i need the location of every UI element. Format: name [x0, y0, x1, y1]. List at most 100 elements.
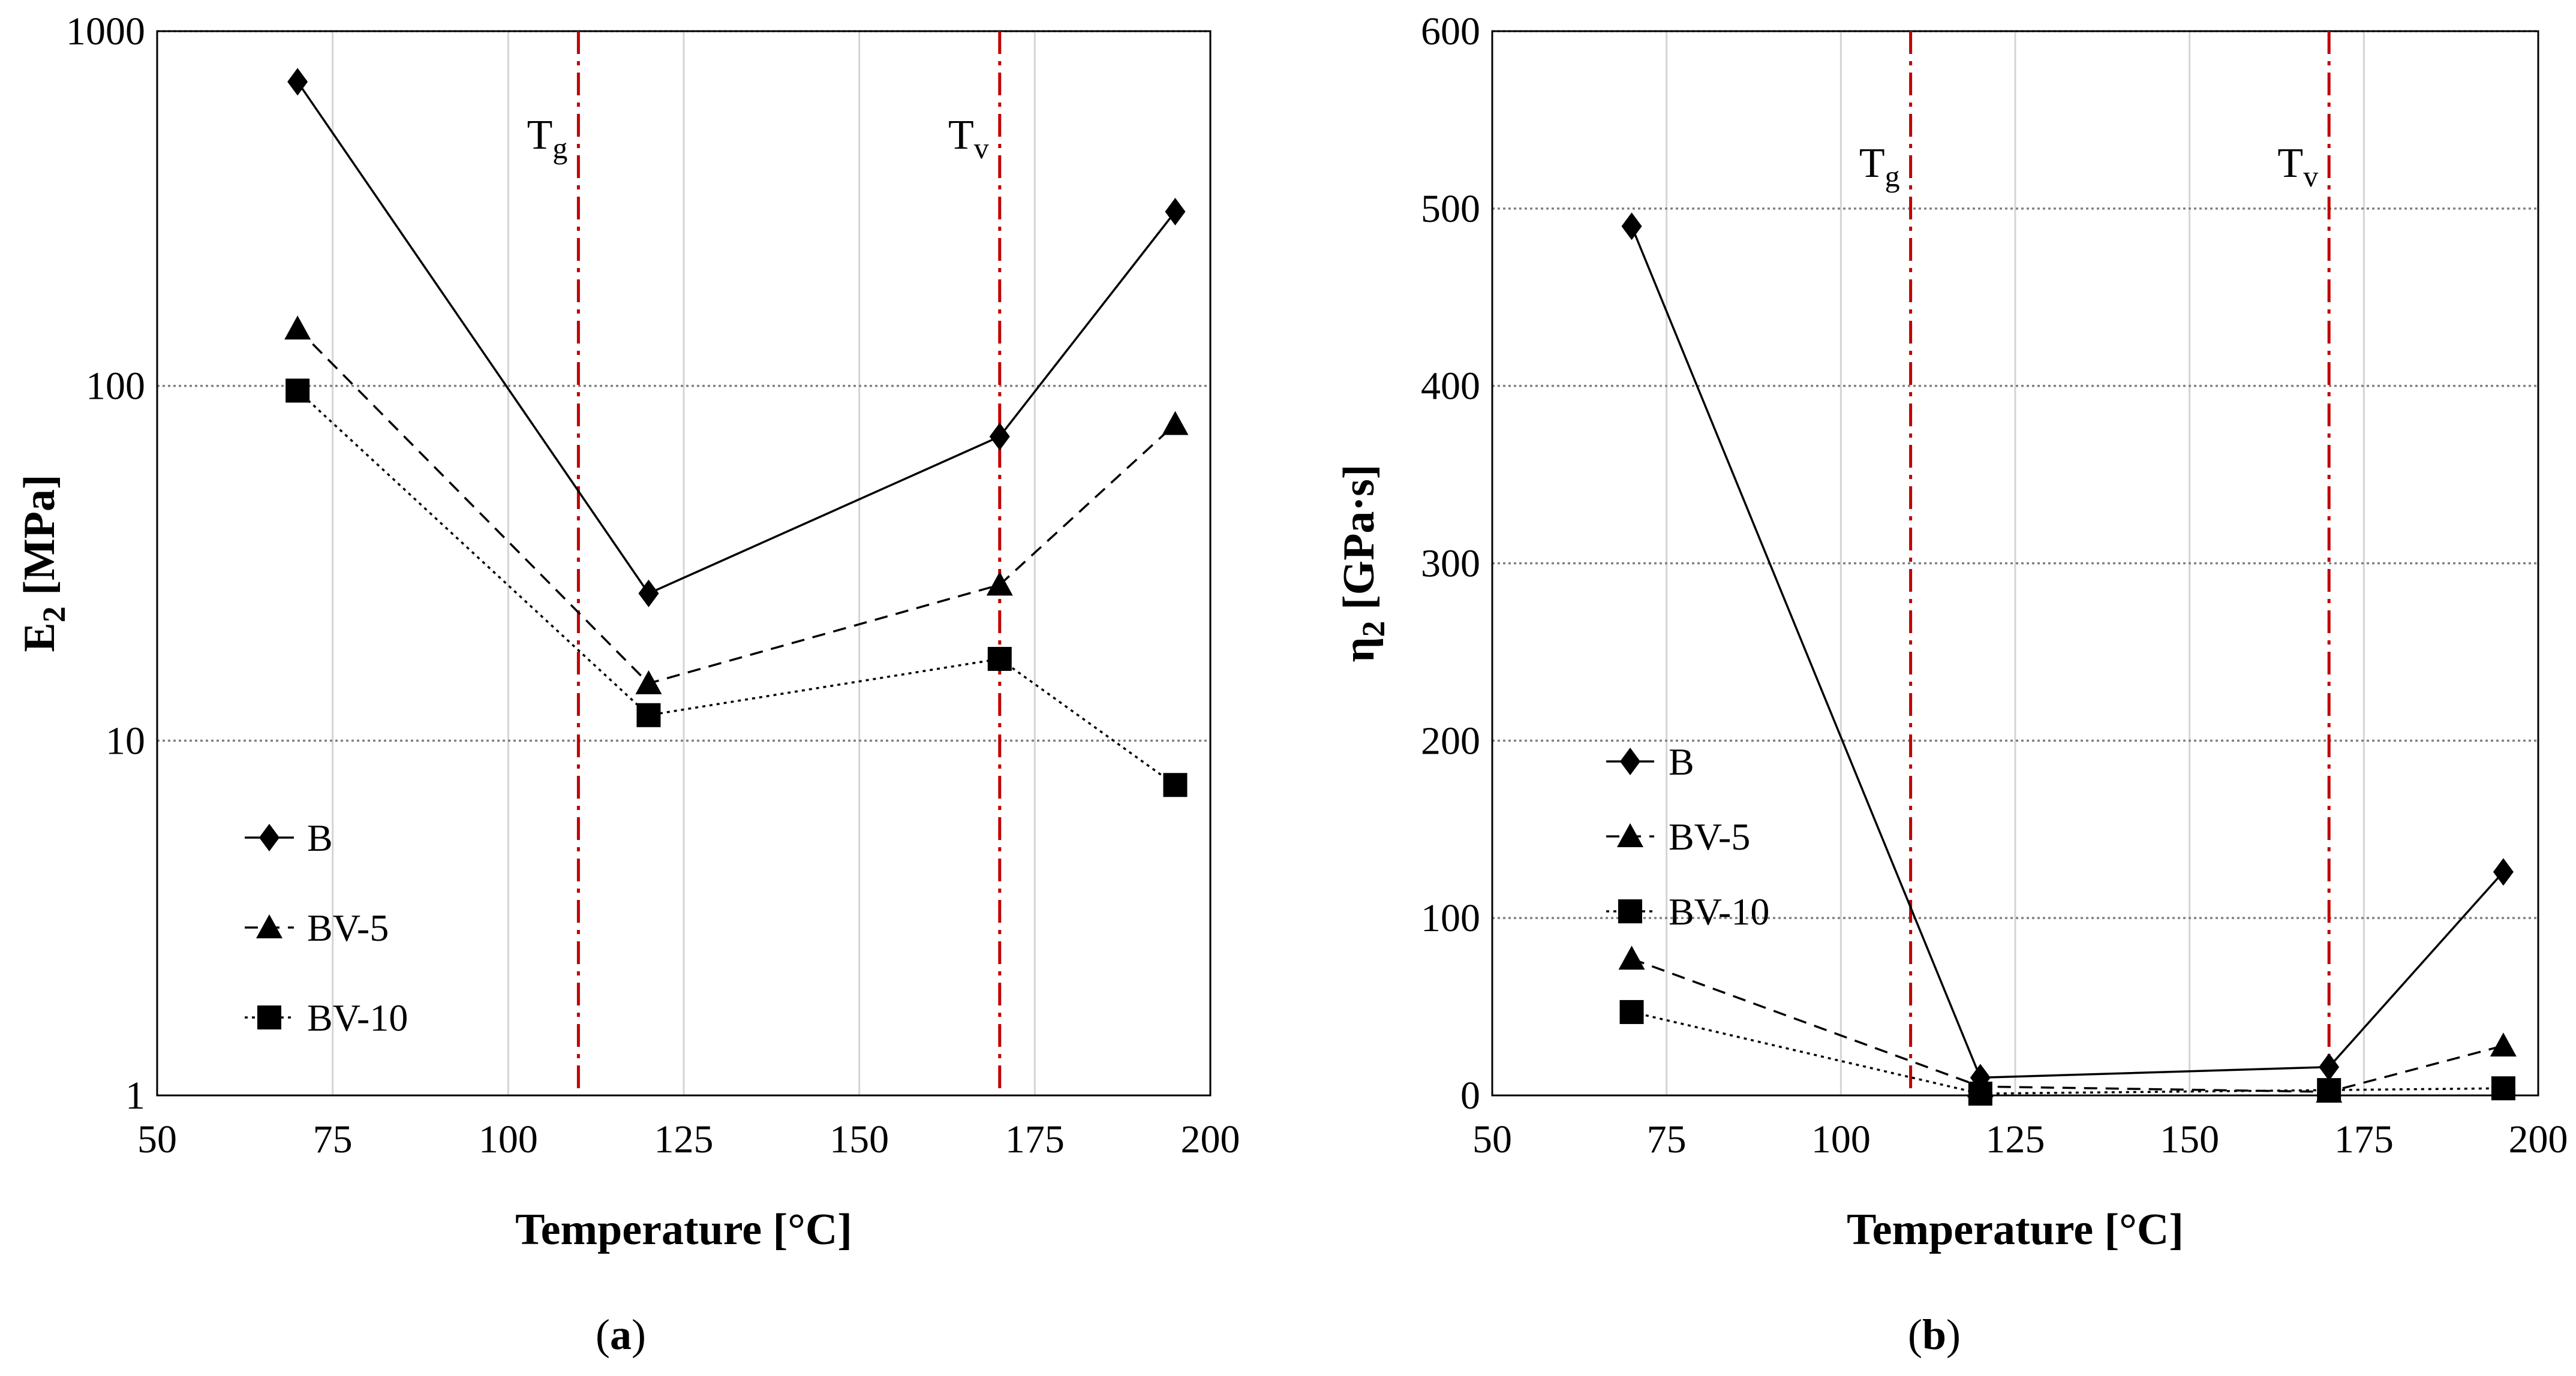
- reference-line-label: Tg: [1859, 140, 1900, 193]
- data-point: [2491, 1076, 2515, 1101]
- legend-label: BV-5: [307, 907, 389, 949]
- series-line: [296, 327, 1176, 685]
- reference-label-sub: v: [2303, 159, 2318, 193]
- data-point: [1619, 999, 1644, 1024]
- legend-marker: [257, 1005, 281, 1029]
- reference-line-label: Tg: [527, 112, 568, 165]
- data-point: [986, 571, 1013, 596]
- series-line: [1630, 225, 2505, 1079]
- plot-area-frame: [156, 30, 1212, 1097]
- y-axis-title-sub: 2: [1355, 621, 1391, 637]
- x-tick-label: 125: [654, 1118, 714, 1161]
- data-point: [1163, 773, 1188, 797]
- panel-label-close-paren: ): [632, 1311, 646, 1359]
- x-tick-label: 200: [2509, 1118, 2568, 1161]
- y-axis-title: E2 [MPa]: [15, 474, 72, 652]
- y-tick-label: 500: [1421, 187, 1480, 231]
- legend-marker: [1620, 748, 1640, 775]
- data-point: [1165, 197, 1186, 225]
- x-tick-label: 100: [1811, 1118, 1871, 1161]
- series-BV-10: [1619, 999, 2515, 1106]
- data-point: [1968, 1082, 1992, 1106]
- data-point: [987, 646, 1012, 671]
- y-tick-label: 200: [1421, 719, 1480, 763]
- y-tick-label: 400: [1421, 365, 1480, 408]
- data-point: [287, 68, 308, 96]
- x-tick-label: 175: [2334, 1118, 2394, 1161]
- reference-label-sub: g: [1885, 159, 1900, 193]
- y-axis-title-base: η: [1334, 637, 1384, 663]
- data-point: [638, 579, 659, 607]
- reference-label-base: T: [527, 112, 553, 158]
- data-point: [635, 670, 662, 694]
- y-axis-title-sub: 2: [36, 606, 72, 622]
- x-tick-label: 50: [137, 1118, 177, 1161]
- x-tick-label: 50: [1472, 1118, 1512, 1161]
- data-point: [989, 423, 1010, 451]
- reference-line-label: Tv: [948, 112, 989, 165]
- panel-label-open-paren: (: [1908, 1311, 1922, 1359]
- legend-marker: [1618, 899, 1642, 923]
- legend-label: BV-5: [1669, 815, 1750, 858]
- data-point: [1618, 946, 1645, 970]
- plot-area-frame: [1491, 30, 2539, 1097]
- legend-marker: [1617, 823, 1643, 847]
- series-B: [287, 68, 1186, 607]
- series-line: [1631, 958, 2504, 1093]
- x-tick-label: 200: [1181, 1118, 1240, 1161]
- y-tick-label: 100: [86, 365, 145, 408]
- x-tick-label: 150: [829, 1118, 889, 1161]
- series-BV-5: [284, 315, 1189, 694]
- legend-marker: [256, 914, 282, 938]
- series-line: [296, 390, 1176, 786]
- legend-label: B: [307, 817, 333, 859]
- panel-label: (b): [1908, 1311, 1961, 1359]
- data-point: [2317, 1078, 2341, 1103]
- data-point: [2493, 858, 2514, 886]
- y-tick-label: 1000: [66, 10, 145, 53]
- panel-label: (a): [596, 1311, 646, 1359]
- panel-label-letter: a: [610, 1311, 632, 1359]
- reference-label-base: T: [2277, 140, 2303, 186]
- x-axis-title: Temperature [°C]: [515, 1205, 852, 1254]
- y-tick-label: 0: [1460, 1074, 1480, 1118]
- reference-label-base: T: [1859, 140, 1885, 186]
- y-tick-label: 100: [1421, 896, 1480, 940]
- data-point: [636, 703, 661, 727]
- x-tick-label: 150: [2160, 1118, 2219, 1161]
- x-tick-label: 125: [1986, 1118, 2045, 1161]
- y-axis-title-unit: [MPa]: [15, 474, 64, 606]
- x-tick-label: 175: [1005, 1118, 1065, 1161]
- legend-label: BV-10: [1669, 890, 1769, 933]
- reference-line-label: Tv: [2277, 140, 2318, 193]
- panel-label-close-paren: ): [1946, 1311, 1961, 1359]
- y-tick-label: 1: [125, 1074, 145, 1118]
- y-axis-title-unit: [GPa·s]: [1334, 464, 1384, 621]
- panel-label-open-paren: (: [596, 1311, 610, 1359]
- data-point: [2319, 1053, 2340, 1081]
- legend-marker: [259, 824, 279, 851]
- data-point: [1162, 411, 1189, 435]
- data-point: [2490, 1032, 2517, 1057]
- series-line: [1631, 1011, 2503, 1095]
- reference-label-sub: v: [974, 131, 989, 165]
- data-point: [1621, 212, 1642, 240]
- y-tick-label: 300: [1421, 542, 1480, 586]
- data-point: [285, 378, 310, 403]
- series-BV-5: [1618, 946, 2517, 1103]
- legend-label: B: [1669, 740, 1694, 783]
- x-tick-label: 75: [313, 1118, 353, 1161]
- series-BV-10: [285, 378, 1188, 797]
- series-B: [1621, 212, 2514, 1092]
- x-tick-label: 75: [1647, 1118, 1687, 1161]
- reference-label-base: T: [948, 112, 974, 158]
- data-point: [284, 315, 311, 340]
- y-tick-label: 600: [1421, 10, 1480, 53]
- x-tick-label: 100: [479, 1118, 538, 1161]
- legend-label: BV-10: [307, 996, 408, 1039]
- series-line: [296, 81, 1176, 595]
- y-tick-label: 10: [106, 719, 145, 763]
